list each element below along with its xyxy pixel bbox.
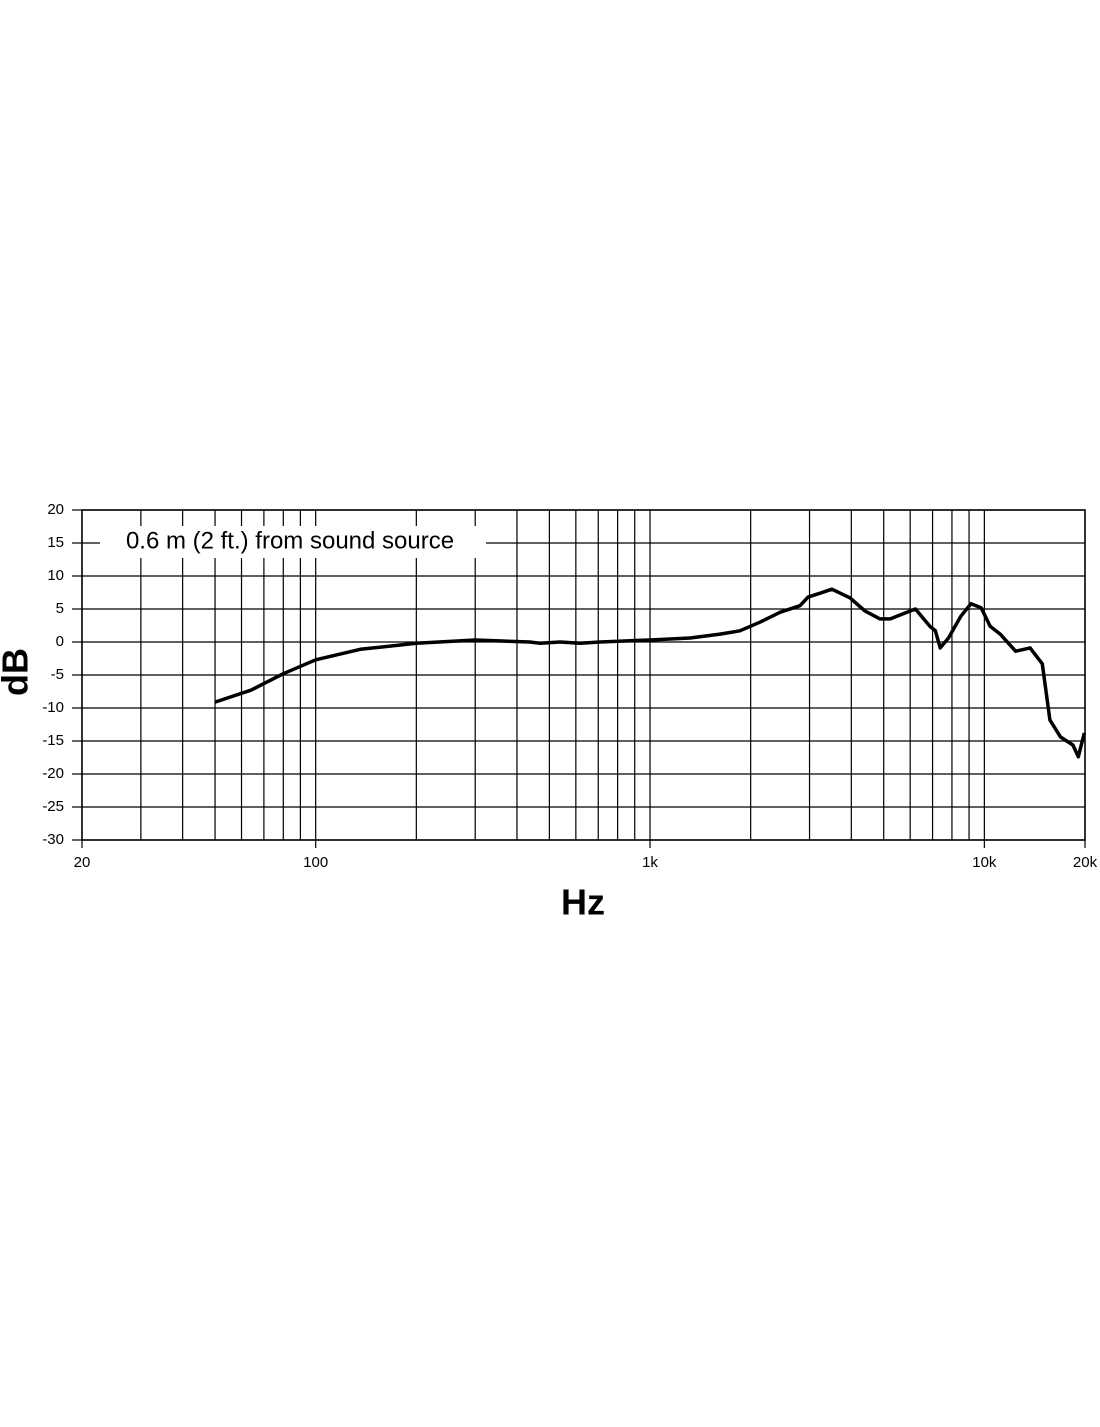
x-tick-label: 100	[303, 854, 328, 871]
y-tick-label: 20	[47, 501, 64, 518]
y-axis-label: dB	[0, 648, 36, 696]
plot-border	[81, 509, 1086, 841]
y-tick-label: -10	[42, 699, 64, 716]
x-tick-label: 1k	[642, 854, 658, 871]
annotation-box	[100, 526, 486, 558]
x-tick-label: 20k	[1073, 854, 1098, 871]
y-tick-label: -30	[42, 831, 64, 848]
y-tick-label: -20	[42, 765, 64, 782]
x-axis-label: Hz	[561, 882, 605, 923]
y-tick-label: -5	[51, 666, 64, 683]
annotation: 0.6 m (2 ft.) from sound source	[126, 527, 454, 554]
y-tick-label: -25	[42, 798, 64, 815]
y-tick-label: -15	[42, 732, 64, 749]
y-tick-label: 10	[47, 567, 64, 584]
y-tick-label: 15	[47, 534, 64, 551]
x-tick-label: 10k	[972, 854, 997, 871]
y-tick-label: 0	[56, 633, 64, 650]
response-curve	[214, 587, 1086, 759]
y-tick-label: 5	[56, 600, 64, 617]
x-tick-label: 20	[74, 854, 91, 871]
